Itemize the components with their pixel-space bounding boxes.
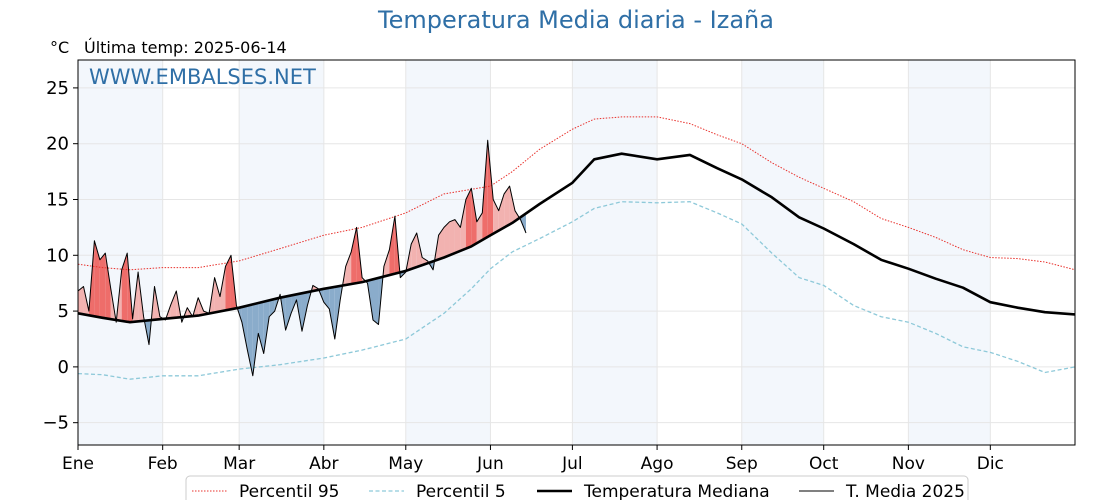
y-tick-label: 10 bbox=[46, 245, 69, 266]
legend-label: Percentil 95 bbox=[239, 482, 339, 500]
deviation-fill bbox=[373, 277, 379, 325]
deviation-fill bbox=[444, 221, 450, 258]
deviation-fill bbox=[487, 140, 494, 237]
deviation-fill bbox=[482, 140, 488, 240]
last-temp-label: Última temp: 2025-06-14 bbox=[84, 38, 287, 57]
deviation-fill bbox=[351, 227, 357, 284]
x-axis-ticks: Ene Feb Mar Abr May Jun Jul Ago Sep Oct Nov Dic bbox=[62, 445, 1004, 474]
deviation-fill bbox=[94, 240, 100, 318]
series-line-mediana bbox=[77, 152, 1076, 324]
x-tick-label: Abr bbox=[309, 454, 338, 474]
deviation-fill bbox=[225, 255, 231, 311]
y-tick-label: 0 bbox=[58, 357, 69, 378]
deviation-fill bbox=[389, 216, 395, 276]
deviation-fill bbox=[121, 253, 128, 322]
y-tick-label: 20 bbox=[46, 134, 69, 155]
deviation-fill bbox=[285, 295, 292, 331]
month-band bbox=[572, 60, 658, 445]
grid-lines bbox=[77, 60, 1075, 445]
y-tick-label: 5 bbox=[58, 301, 69, 322]
deviation-fill bbox=[383, 249, 390, 277]
x-tick-label: Dic bbox=[977, 454, 1004, 474]
deviation-fill bbox=[105, 253, 111, 320]
series-line-2025 bbox=[77, 139, 527, 377]
month-band bbox=[741, 60, 824, 445]
deviation-fill bbox=[334, 285, 341, 339]
deviation-fill bbox=[416, 232, 423, 268]
y-tick-label: 15 bbox=[46, 189, 69, 210]
deviation-fill bbox=[78, 286, 84, 315]
deviation-fill bbox=[301, 292, 308, 332]
deviation-fill bbox=[460, 199, 466, 251]
x-tick-label: Sep bbox=[726, 454, 758, 474]
deviation-fill bbox=[214, 277, 221, 313]
deviation-fill bbox=[263, 300, 270, 354]
deviation-fill bbox=[258, 301, 264, 354]
legend-label: Percentil 5 bbox=[416, 482, 506, 500]
deviation-fill bbox=[329, 286, 335, 339]
x-tick-label: Mar bbox=[223, 454, 255, 474]
month-band bbox=[239, 60, 324, 445]
series-line-percentil-95 bbox=[77, 116, 1076, 271]
y-tick-label: 25 bbox=[46, 78, 69, 99]
deviation-fill bbox=[291, 294, 297, 314]
deviation-fill bbox=[449, 219, 455, 256]
x-tick-label: Jun bbox=[476, 454, 504, 474]
x-tick-label: Jul bbox=[561, 454, 583, 474]
legend-box bbox=[185, 475, 969, 500]
deviation-fill bbox=[520, 213, 526, 233]
deviation-fill bbox=[247, 304, 253, 376]
x-tick-label: Ene bbox=[62, 454, 94, 474]
plot-frame bbox=[77, 59, 1076, 446]
month-bands bbox=[78, 60, 991, 445]
y-tick-label: −5 bbox=[42, 413, 69, 434]
deviation-fill bbox=[454, 219, 461, 254]
deviation-fill bbox=[220, 266, 226, 312]
deviation-fill bbox=[498, 193, 505, 231]
x-tick-label: Feb bbox=[148, 454, 178, 474]
series-lines bbox=[77, 116, 1076, 380]
month-band bbox=[78, 60, 163, 445]
deviation-fill bbox=[504, 186, 510, 228]
deviation-fill bbox=[509, 186, 516, 225]
y-axis-ticks: −5 0 5 10 15 20 25 bbox=[42, 78, 78, 434]
x-tick-label: Ago bbox=[641, 454, 674, 474]
deviation-fill bbox=[170, 291, 177, 319]
deviation-fill bbox=[438, 227, 445, 260]
deviation-fill bbox=[471, 188, 477, 247]
x-tick-label: Nov bbox=[892, 454, 925, 474]
x-tick-label: Oct bbox=[809, 454, 839, 474]
deviation-fill bbox=[345, 251, 352, 285]
legend: Percentil 95 Percentil 5 Temperatura Media… bbox=[185, 475, 969, 500]
watermark: WWW.EMBALSES.NET bbox=[89, 65, 316, 89]
month-band bbox=[908, 60, 991, 445]
x-tick-label: May bbox=[388, 454, 423, 474]
legend-label: T. Media 2025 bbox=[845, 482, 965, 500]
deviation-fill bbox=[465, 188, 472, 249]
series-line-percentil-5 bbox=[77, 201, 1076, 380]
chart-title: Temperatura Media diaria - Izaña bbox=[378, 6, 774, 34]
deviation-fill bbox=[252, 303, 259, 376]
legend-label: Temperatura Mediana bbox=[583, 482, 770, 500]
deviation-fill bbox=[241, 305, 248, 351]
y-unit-label: °C bbox=[50, 38, 70, 57]
deviation-fill bbox=[99, 253, 106, 319]
